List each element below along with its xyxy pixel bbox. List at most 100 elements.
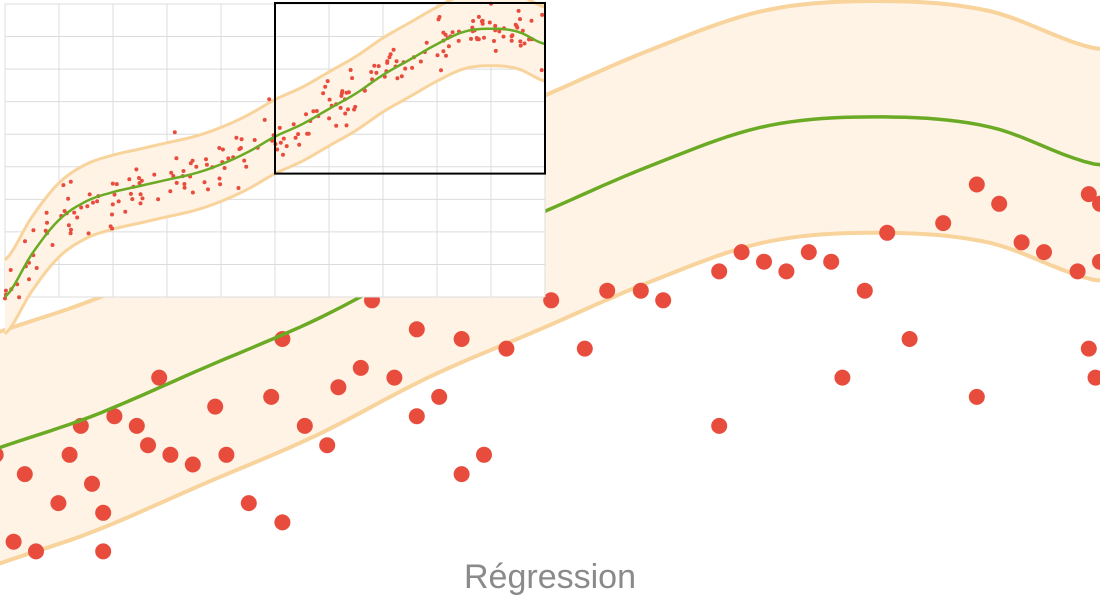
- data-point: [252, 138, 257, 142]
- data-point: [879, 224, 896, 241]
- data-point: [399, 74, 404, 79]
- data-point: [348, 68, 353, 72]
- data-point: [1013, 234, 1030, 251]
- data-point: [1069, 263, 1086, 280]
- data-point: [267, 97, 272, 102]
- data-point: [236, 186, 241, 190]
- data-point: [314, 109, 319, 113]
- data-point: [350, 76, 355, 81]
- data-point: [8, 268, 13, 272]
- data-point: [487, 20, 492, 25]
- data-point: [346, 107, 350, 112]
- data-point: [543, 292, 560, 309]
- data-point: [450, 30, 455, 35]
- data-point: [112, 192, 117, 197]
- data-point: [386, 369, 403, 386]
- data-point: [352, 359, 369, 376]
- data-point: [162, 446, 179, 463]
- data-point: [172, 130, 177, 135]
- data-point: [61, 446, 78, 463]
- data-point: [518, 43, 523, 48]
- data-point: [240, 495, 257, 512]
- data-point: [476, 14, 481, 19]
- data-point: [632, 282, 649, 299]
- data-point: [482, 35, 486, 40]
- data-point: [139, 178, 144, 183]
- data-point: [69, 227, 73, 232]
- overview-inset-plot: [3, 0, 546, 336]
- data-point: [75, 215, 80, 220]
- zoomed-data-points: [0, 176, 1100, 560]
- data-point: [901, 331, 918, 347]
- data-point: [394, 59, 399, 64]
- data-point: [206, 187, 210, 192]
- data-point: [34, 266, 39, 270]
- zoom-window-box[interactable]: [274, 2, 546, 175]
- data-point: [207, 398, 224, 415]
- data-point: [274, 514, 291, 531]
- data-point: [242, 158, 247, 163]
- data-point: [291, 122, 296, 127]
- data-point: [128, 417, 145, 434]
- data-point: [475, 37, 480, 42]
- data-point: [275, 147, 280, 152]
- data-point: [244, 164, 249, 169]
- data-point: [168, 189, 173, 194]
- data-point: [278, 140, 283, 145]
- data-point: [182, 182, 187, 186]
- data-point: [353, 104, 358, 109]
- data-point: [518, 17, 522, 22]
- data-point: [44, 210, 49, 215]
- data-point: [327, 97, 332, 102]
- data-point: [296, 417, 313, 434]
- data-point: [66, 196, 71, 201]
- data-point: [306, 131, 311, 136]
- data-point: [297, 142, 302, 147]
- chart-caption: Régression: [464, 558, 636, 596]
- data-point: [476, 446, 492, 463]
- data-point: [263, 388, 280, 405]
- data-point: [319, 437, 336, 454]
- data-point: [778, 263, 795, 280]
- data-point: [239, 137, 244, 142]
- data-point: [711, 417, 728, 434]
- data-point: [372, 63, 377, 68]
- data-point: [540, 12, 545, 17]
- data-point: [410, 65, 415, 70]
- data-point: [968, 176, 985, 193]
- data-point: [1036, 244, 1052, 261]
- data-point: [151, 369, 168, 386]
- data-point: [334, 123, 339, 128]
- data-point: [599, 282, 616, 299]
- data-point: [130, 197, 135, 202]
- data-point: [140, 437, 156, 454]
- data-point: [711, 263, 728, 280]
- data-point: [834, 369, 851, 386]
- data-point: [435, 53, 440, 58]
- data-point: [1092, 195, 1100, 212]
- data-point: [110, 202, 115, 207]
- data-point: [453, 466, 470, 483]
- data-point: [3, 288, 8, 293]
- data-point: [182, 185, 187, 190]
- data-point: [237, 147, 242, 152]
- data-point: [128, 191, 133, 196]
- data-point: [220, 147, 225, 152]
- data-point: [95, 199, 100, 204]
- data-point: [469, 36, 473, 41]
- data-point: [344, 123, 349, 128]
- data-point: [522, 41, 527, 46]
- data-point: [520, 28, 525, 33]
- data-point: [66, 223, 71, 228]
- data-point: [376, 64, 381, 69]
- data-point: [123, 209, 128, 214]
- data-point: [226, 156, 231, 161]
- data-point: [493, 48, 498, 53]
- data-point: [174, 180, 179, 185]
- data-point: [441, 30, 446, 35]
- data-point: [108, 224, 113, 229]
- data-point: [327, 116, 332, 121]
- data-point: [856, 282, 873, 299]
- data-point: [338, 105, 343, 110]
